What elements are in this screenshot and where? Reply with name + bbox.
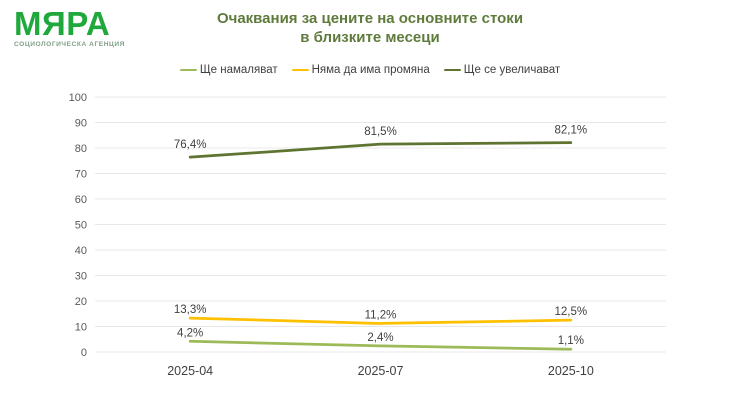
series-line (188, 316, 573, 325)
legend-label: Няма да има промяна (311, 64, 430, 76)
legend-item: Ще намаляват (179, 64, 278, 76)
data-label: 11,2% (365, 309, 397, 321)
data-label: 4,2% (177, 327, 203, 339)
data-label: 76,4% (174, 139, 207, 151)
legend-label: Ще се увеличават (463, 64, 561, 76)
y-tick-label: 100 (69, 92, 87, 104)
legend-swatch (291, 68, 309, 72)
chart-title: Очаквания за цените на основните стоки в… (0, 9, 740, 47)
y-tick-label: 80 (75, 143, 87, 155)
data-label: 81,5% (364, 126, 397, 138)
series-line (188, 339, 573, 351)
chart-legend: Ще намаляват Няма да има промяна Ще се уве… (0, 62, 740, 78)
chart-title-line2: в близките месеци (300, 29, 440, 46)
series-1: 13,3% 11,2% 12,5% (174, 304, 588, 325)
y-tick-label: 30 (75, 271, 87, 283)
y-tick-label: 40 (75, 245, 87, 257)
x-axis-labels: 2025-04 2025-07 2025-10 (167, 364, 594, 378)
gridlines: 0 10 20 30 40 50 60 70 80 90 100 (69, 92, 666, 359)
legend-item: Няма да има промяна (291, 64, 430, 76)
data-label: 13,3% (174, 304, 207, 316)
y-tick-label: 20 (75, 296, 87, 308)
series-line (188, 141, 573, 159)
myara-logo: МЯРА СОЦИОЛОГИЧЕСКА АГЕНЦИЯ (14, 7, 125, 49)
x-tick-label: 2025-10 (548, 364, 594, 378)
legend-label: Ще намаляват (199, 64, 278, 76)
data-label: 2,4% (367, 332, 393, 344)
y-tick-label: 50 (75, 220, 87, 232)
series-2: 76,4% 81,5% 82,1% (174, 125, 588, 159)
data-label: 82,1% (555, 125, 588, 137)
data-label: 1,1% (558, 335, 584, 347)
y-tick-label: 0 (81, 347, 87, 359)
data-label: 12,5% (555, 306, 588, 318)
y-tick-label: 90 (75, 118, 87, 130)
x-tick-label: 2025-07 (358, 364, 404, 378)
y-tick-label: 60 (75, 194, 87, 206)
series-0: 4,2% 2,4% 1,1% (177, 327, 584, 351)
y-tick-label: 10 (75, 322, 87, 334)
logo-tagline: СОЦИОЛОГИЧЕСКА АГЕНЦИЯ (14, 41, 125, 48)
y-tick-label: 70 (75, 169, 87, 181)
logo-name: МЯРА (14, 5, 111, 42)
legend-swatch (443, 68, 461, 72)
legend-item: Ще се увеличават (443, 64, 561, 76)
legend-swatch (179, 68, 197, 72)
chart-title-line1: Очаквания за цените на основните стоки (216, 10, 524, 27)
x-tick-label: 2025-04 (167, 364, 213, 378)
